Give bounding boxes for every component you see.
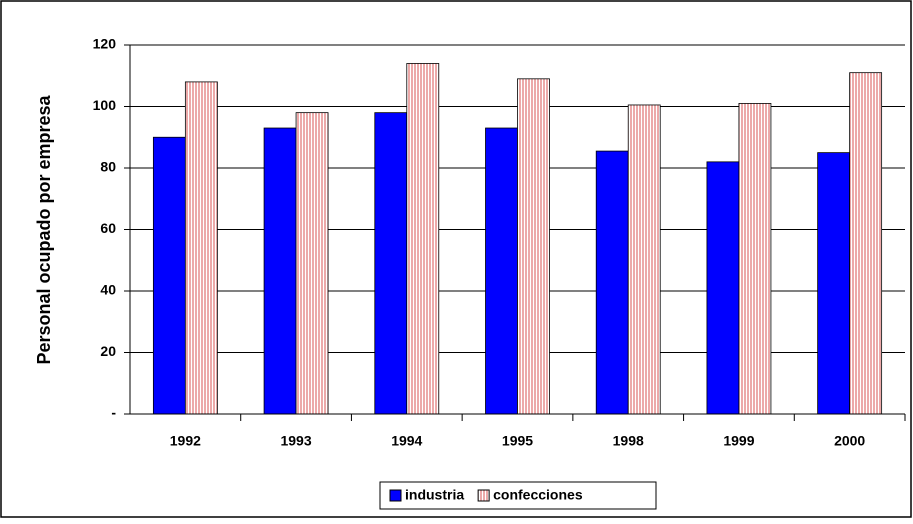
bar xyxy=(263,127,297,415)
y-tick-label: 80 xyxy=(100,159,116,175)
y-tick-label: 20 xyxy=(100,343,116,359)
y-tick-label: 40 xyxy=(100,282,116,298)
bar xyxy=(517,78,550,415)
bar xyxy=(374,112,408,415)
x-tick-label: 1995 xyxy=(502,433,533,449)
bar xyxy=(485,127,518,415)
x-tick-label: 1999 xyxy=(723,433,754,449)
x-tick-label: 1993 xyxy=(280,433,311,449)
legend-swatch xyxy=(389,489,402,502)
y-tick-label: - xyxy=(111,405,116,421)
bar xyxy=(706,161,740,415)
bar xyxy=(627,104,661,415)
bar xyxy=(152,136,186,415)
y-tick-label: 100 xyxy=(93,97,117,113)
bar xyxy=(738,103,772,415)
legend-label: confecciones xyxy=(493,487,583,503)
x-tick-label: 1992 xyxy=(170,433,201,449)
y-axis-label: Personal ocupado por empresa xyxy=(34,94,54,364)
legend-swatch xyxy=(477,489,490,502)
bar xyxy=(184,81,218,415)
x-tick-label: 1994 xyxy=(391,433,422,449)
bar xyxy=(295,112,329,415)
legend-box xyxy=(379,481,657,510)
bar xyxy=(406,63,440,415)
bar xyxy=(817,152,851,415)
bar xyxy=(849,72,883,415)
x-tick-label: 2000 xyxy=(834,433,865,449)
y-tick-label: 60 xyxy=(100,220,116,236)
legend-label: industria xyxy=(405,487,464,503)
bar xyxy=(595,150,629,415)
x-tick-label: 1998 xyxy=(613,433,644,449)
y-tick-label: 120 xyxy=(93,36,117,52)
